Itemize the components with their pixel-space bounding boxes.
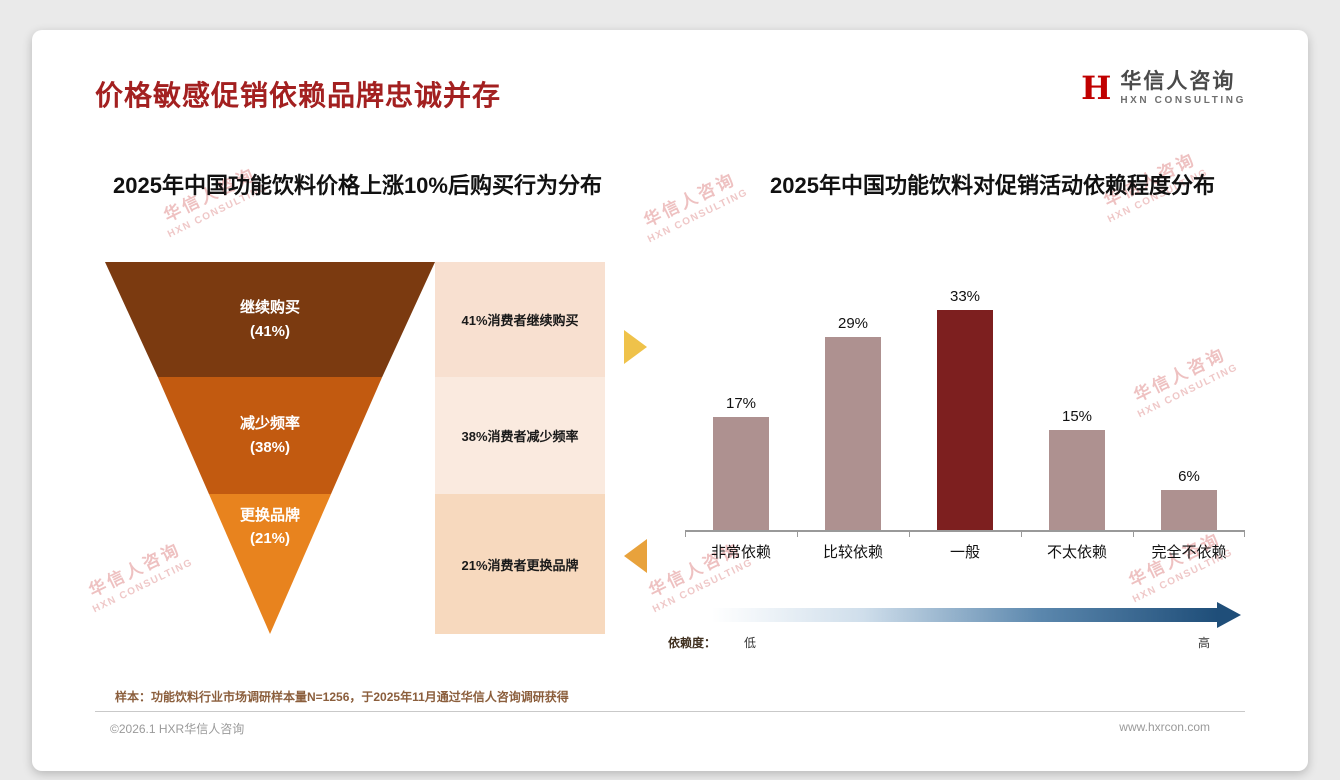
funnel-segment-reduce: 减少频率 (38%) (157, 377, 383, 494)
bar-value-label: 33% (949, 288, 981, 305)
bar (713, 417, 769, 530)
funnel-segment-label: 减少频率 (239, 415, 300, 433)
bar-group: 33% (909, 288, 1021, 530)
bar-group: 6% (1133, 468, 1245, 530)
axis-tick (909, 532, 910, 537)
footer-divider (95, 711, 1245, 712)
x-axis-line (685, 530, 1245, 537)
copyright-text: ©2026.1 HXR华信人咨询 (110, 722, 245, 736)
dependency-axis-label: 依赖度： (668, 636, 717, 650)
company-logo: H 华信人咨询 HXN CONSULTING (1081, 70, 1246, 106)
website-text: www.hxrcon.com (1119, 720, 1210, 734)
bar-value-label: 6% (1178, 468, 1200, 485)
funnel-chart-title: 2025年中国功能饮料价格上涨10%后购买行为分布 (113, 173, 602, 198)
funnel-annotations: 41%消费者继续购买 38%消费者减少频率 21%消费者更换品牌 (435, 262, 605, 634)
bar-category-label: 完全不依赖 (1151, 544, 1227, 561)
arrowhead-icon (1217, 602, 1241, 628)
sample-footnote: 样本：功能饮料行业市场调研样本量N=1256，于2025年11月通过华信人咨询调… (115, 690, 569, 704)
bar-value-label: 15% (1061, 408, 1093, 425)
bar-category-label: 一般 (949, 544, 980, 561)
funnel-annotation: 38%消费者减少频率 (435, 377, 605, 494)
bar-highlight (937, 310, 993, 530)
axis-tick (685, 532, 686, 537)
bar-category-label: 比较依赖 (822, 544, 883, 561)
flow-arrow-left-icon (624, 539, 647, 573)
dependency-low-label: 低 (744, 636, 757, 650)
bar-category-label: 非常依赖 (710, 544, 771, 561)
axis-tick (1133, 532, 1134, 537)
bar-group: 29% (797, 315, 909, 530)
bar-value-label: 17% (725, 395, 757, 412)
logo-name-en: HXN CONSULTING (1120, 95, 1246, 107)
funnel-annotation: 21%消费者更换品牌 (435, 494, 605, 634)
hxn-logo-icon: H (1081, 69, 1112, 108)
funnel-segment-label: 继续购买 (239, 299, 300, 317)
funnel-segment-value: (38%) (249, 438, 290, 456)
bar (1049, 430, 1105, 530)
dependency-gradient-arrow (712, 602, 1242, 628)
funnel-segment-continue: 继续购买 (41%) (105, 262, 435, 377)
logo-text: 华信人咨询 HXN CONSULTING (1120, 70, 1246, 106)
bar-group: 17% (685, 395, 797, 530)
funnel-annotation: 41%消费者继续购买 (435, 262, 605, 377)
bar-category-row: 非常依赖 比较依赖 一般 不太依赖 完全不依赖 (685, 541, 1245, 562)
axis-tick (1244, 532, 1245, 537)
funnel-segment-label: 更换品牌 (239, 507, 300, 524)
flow-arrow-right-icon (624, 330, 647, 364)
logo-name-cn: 华信人咨询 (1120, 70, 1236, 93)
funnel-chart: 继续购买 (41%) 减少频率 (38%) 更换品牌 (21%) (105, 262, 435, 634)
bar (1161, 490, 1217, 530)
funnel-segment-switch: 更换品牌 (21%) (208, 494, 332, 634)
bar-category-label: 不太依赖 (1046, 544, 1107, 561)
gradient-bar (712, 608, 1217, 622)
axis-tick (797, 532, 798, 537)
bar (825, 337, 881, 530)
funnel-segment-value: (21%) (249, 530, 290, 548)
dependency-high-label: 高 (1198, 636, 1211, 650)
bar-chart-title: 2025年中国功能饮料对促销活动依赖程度分布 (770, 173, 1215, 198)
funnel-segment-value: (41%) (249, 322, 290, 340)
bar-group: 15% (1021, 408, 1133, 530)
bar-value-label: 29% (837, 315, 869, 332)
bar-chart: 17% 29% 33% 15% 6% (685, 278, 1245, 530)
slide-card: 华信人咨询 HXN CONSULTING 华信人咨询 HXN CONSULTING … (32, 30, 1308, 771)
page-title: 价格敏感促销依赖品牌忠诚并存 (95, 80, 502, 111)
axis-tick (1021, 532, 1022, 537)
